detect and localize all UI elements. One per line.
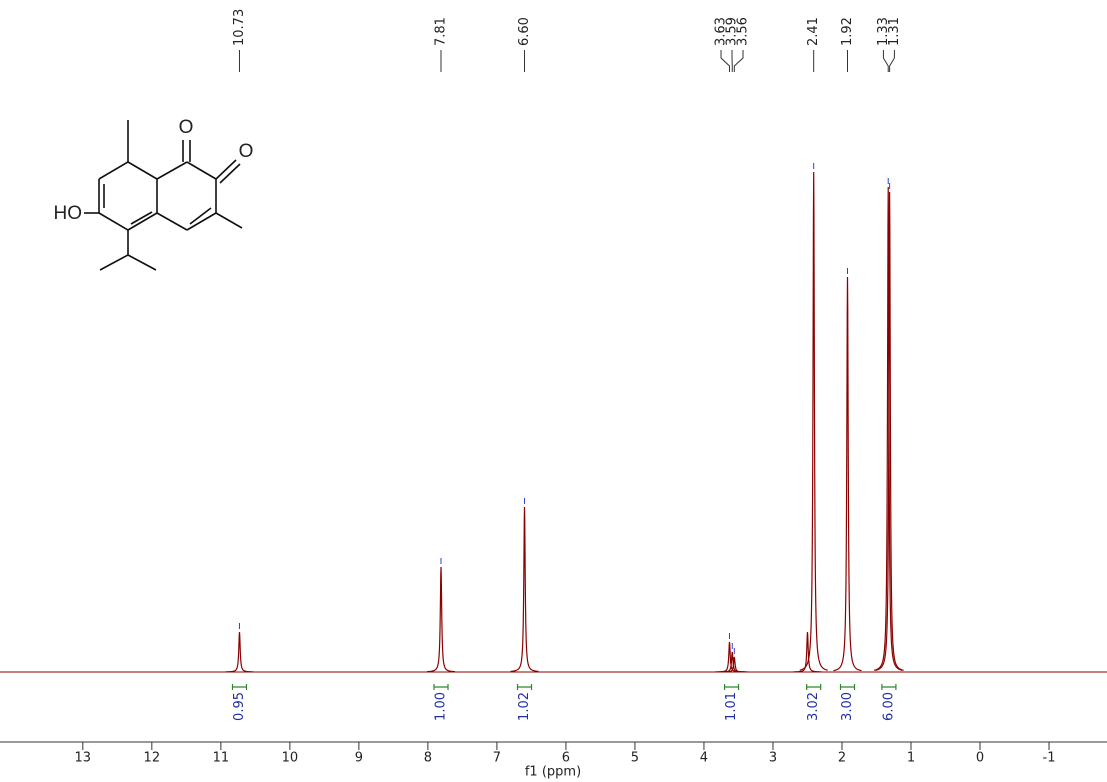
peak <box>720 656 749 673</box>
peak-label: 3.59 <box>725 17 740 46</box>
molecule: O O HO <box>54 117 254 271</box>
peak <box>793 631 822 673</box>
x-tick-label: 3 <box>769 751 777 766</box>
peak-label-connector <box>889 50 895 72</box>
integral-bracket <box>806 684 822 690</box>
atom-label: O <box>239 141 254 162</box>
x-tick-label: 9 <box>355 751 363 766</box>
peak <box>426 566 456 673</box>
integral-label: 6.00 <box>881 692 896 721</box>
peak <box>875 191 904 671</box>
integral-bracket <box>839 684 856 690</box>
integral-bracket <box>433 684 449 690</box>
x-tick-label: 10 <box>282 751 299 766</box>
x-tick-label: 6 <box>562 751 570 766</box>
peak-label: 1.31 <box>887 17 902 46</box>
peak-label: 3.63 <box>714 17 729 46</box>
integral-bracket <box>881 684 897 690</box>
x-tick-label: -1 <box>1043 751 1056 766</box>
x-axis-label: f1 (ppm) <box>525 765 581 780</box>
peak-label-connector <box>733 50 744 72</box>
x-tick-label: 13 <box>75 751 92 766</box>
peak-label: 6.60 <box>517 17 532 46</box>
peak-label: 3.56 <box>736 17 751 46</box>
peak <box>225 631 254 673</box>
peak <box>715 641 744 673</box>
x-tick-label: 8 <box>424 751 432 766</box>
x-tick-label: 12 <box>144 751 161 766</box>
x-tick-label: 2 <box>838 751 846 766</box>
peak <box>799 171 828 671</box>
x-tick-label: 7 <box>493 751 501 766</box>
peak-label: 7.81 <box>434 17 449 46</box>
x-tick-label: 1 <box>907 751 915 766</box>
x-tick-label: 5 <box>631 751 639 766</box>
x-tick-label: 4 <box>700 751 708 766</box>
peak <box>510 506 539 673</box>
integral-bracket <box>231 684 248 690</box>
integral-bracket <box>723 684 740 690</box>
peak-label-connector <box>720 50 730 72</box>
peak-label: 2.41 <box>806 17 821 46</box>
peak-label-connector <box>882 50 889 72</box>
peak-label: 1.33 <box>876 17 891 46</box>
peak-label: 1.92 <box>840 17 855 46</box>
atom-label: HO <box>54 203 83 224</box>
integral-label: 3.02 <box>806 692 821 721</box>
integral-label: 0.95 <box>232 692 247 721</box>
x-tick-label: 0 <box>976 751 984 766</box>
x-tick-label: 11 <box>213 751 230 766</box>
integral-label: 1.02 <box>517 692 532 721</box>
peak <box>833 276 862 672</box>
integral-bracket <box>516 684 533 690</box>
integral-label: 1.00 <box>434 692 449 721</box>
integral-label: 1.01 <box>724 692 739 721</box>
peak <box>874 186 903 671</box>
atom-label: O <box>179 117 194 138</box>
integral-label: 3.00 <box>840 692 855 721</box>
peak-label: 10.73 <box>232 9 247 46</box>
